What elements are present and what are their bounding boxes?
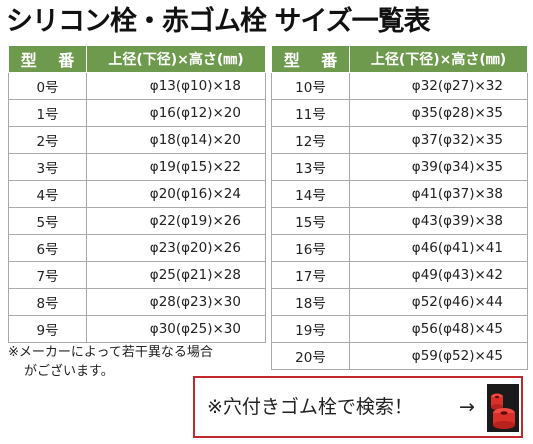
table-row: 12号 φ37(φ32)×35	[271, 126, 528, 154]
dimension-cell: φ16(φ12)×20	[86, 99, 266, 127]
table-row: 18号 φ52(φ46)×44	[271, 288, 528, 316]
model-number-cell: 13号	[271, 153, 350, 181]
column-header-size: 上径(下径)×高さ(㎜)	[86, 45, 266, 73]
dimension-cell: φ49(φ43)×42	[349, 261, 528, 289]
table-row: 2号 φ18(φ14)×20	[8, 126, 266, 154]
search-link-label: ※穴付きゴム栓で検索！	[207, 396, 413, 418]
table-row: 4号 φ20(φ16)×24	[8, 180, 266, 208]
model-number-cell: 0号	[8, 72, 87, 100]
dimension-cell: φ52(φ46)×44	[349, 288, 528, 316]
model-number-cell: 19号	[271, 315, 350, 343]
size-table-left-body: 0号 φ13(φ10)×18 1号 φ16(φ12)×20 2号 φ18(φ14)×20 3…	[8, 72, 266, 343]
dimension-cell: φ35(φ28)×35	[349, 99, 528, 127]
table-row: 19号 φ56(φ48)×45	[271, 315, 528, 343]
dimension-cell: φ13(φ10)×18	[86, 72, 266, 100]
table-row: 1号 φ16(φ12)×20	[8, 99, 266, 127]
model-number-cell: 7号	[8, 261, 87, 289]
note-line-1: ※メーカーによって若干異なる場合	[8, 345, 213, 360]
model-number-cell: 6号	[8, 234, 87, 262]
model-number-cell: 11号	[271, 99, 350, 127]
table-row: 15号 φ43(φ39)×38	[271, 207, 528, 235]
dimension-cell: φ39(φ34)×35	[349, 153, 528, 181]
table-row: 9号 φ30(φ25)×30	[8, 315, 266, 343]
table-row: 3号 φ19(φ15)×22	[8, 153, 266, 181]
model-number-cell: 8号	[8, 288, 87, 316]
model-number-cell: 3号	[8, 153, 87, 181]
page-title: シリコン栓・赤ゴム栓 サイズ一覧表	[6, 6, 431, 37]
dimension-cell: φ19(φ15)×22	[86, 153, 266, 181]
manufacturer-note: ※メーカーによって若干異なる場合 がございます。	[8, 343, 278, 381]
dimension-cell: φ37(φ32)×35	[349, 126, 528, 154]
model-number-cell: 9号	[8, 315, 87, 343]
dimension-cell: φ18(φ14)×20	[86, 126, 266, 154]
table-header-row: 型 番 上径(下径)×高さ(㎜)	[8, 45, 266, 73]
table-row: 16号 φ46(φ41)×41	[271, 234, 528, 262]
dimension-cell: φ56(φ48)×45	[349, 315, 528, 343]
model-number-cell: 2号	[8, 126, 87, 154]
table-row: 14号 φ41(φ37)×38	[271, 180, 528, 208]
search-rubber-stopper-link[interactable]: ※穴付きゴム栓で検索！ →	[193, 376, 523, 438]
model-number-cell: 18号	[271, 288, 350, 316]
table-header-row: 型 番 上径(下径)×高さ(㎜)	[271, 45, 528, 73]
dimension-cell: φ59(φ52)×45	[349, 342, 528, 370]
size-table-left: 型 番 上径(下径)×高さ(㎜) 0号 φ13(φ10)×18 1号 φ16(φ12)…	[8, 45, 266, 343]
model-number-cell: 20号	[271, 342, 350, 370]
model-number-cell: 1号	[8, 99, 87, 127]
model-number-cell: 4号	[8, 180, 87, 208]
table-row: 7号 φ25(φ21)×28	[8, 261, 266, 289]
size-table-right-body: 10号 φ32(φ27)×32 11号 φ35(φ28)×35 12号 φ37(φ32)×…	[271, 72, 528, 370]
table-row: 6号 φ23(φ20)×26	[8, 234, 266, 262]
model-number-cell: 15号	[271, 207, 350, 235]
dimension-cell: φ28(φ23)×30	[86, 288, 266, 316]
column-header-type: 型 番	[271, 45, 350, 73]
model-number-cell: 14号	[271, 180, 350, 208]
rubber-stopper-icon	[487, 384, 519, 432]
column-header-type: 型 番	[8, 45, 87, 73]
table-row: 10号 φ32(φ27)×32	[271, 72, 528, 100]
model-number-cell: 10号	[271, 72, 350, 100]
note-line-2: がございます。	[24, 364, 114, 379]
dimension-cell: φ23(φ20)×26	[86, 234, 266, 262]
table-row: 11号 φ35(φ28)×35	[271, 99, 528, 127]
dimension-cell: φ46(φ41)×41	[349, 234, 528, 262]
red-rubber-stopper-thumbnail	[487, 384, 519, 432]
table-row: 5号 φ22(φ19)×26	[8, 207, 266, 235]
table-row: 17号 φ49(φ43)×42	[271, 261, 528, 289]
model-number-cell: 5号	[8, 207, 87, 235]
size-table-right: 型 番 上径(下径)×高さ(㎜) 10号 φ32(φ27)×32 11号 φ35(φ2…	[271, 45, 528, 370]
dimension-cell: φ30(φ25)×30	[86, 315, 266, 343]
dimension-cell: φ41(φ37)×38	[349, 180, 528, 208]
model-number-cell: 16号	[271, 234, 350, 262]
table-row: 0号 φ13(φ10)×18	[8, 72, 266, 100]
column-header-size: 上径(下径)×高さ(㎜)	[349, 45, 528, 73]
dimension-cell: φ43(φ39)×38	[349, 207, 528, 235]
table-row: 13号 φ39(φ34)×35	[271, 153, 528, 181]
table-row: 20号 φ59(φ52)×45	[271, 342, 528, 370]
dimension-cell: φ20(φ16)×24	[86, 180, 266, 208]
model-number-cell: 12号	[271, 126, 350, 154]
table-row: 8号 φ28(φ23)×30	[8, 288, 266, 316]
model-number-cell: 17号	[271, 261, 350, 289]
dimension-cell: φ32(φ27)×32	[349, 72, 528, 100]
dimension-cell: φ22(φ19)×26	[86, 207, 266, 235]
arrow-right-icon: →	[459, 396, 475, 418]
dimension-cell: φ25(φ21)×28	[86, 261, 266, 289]
